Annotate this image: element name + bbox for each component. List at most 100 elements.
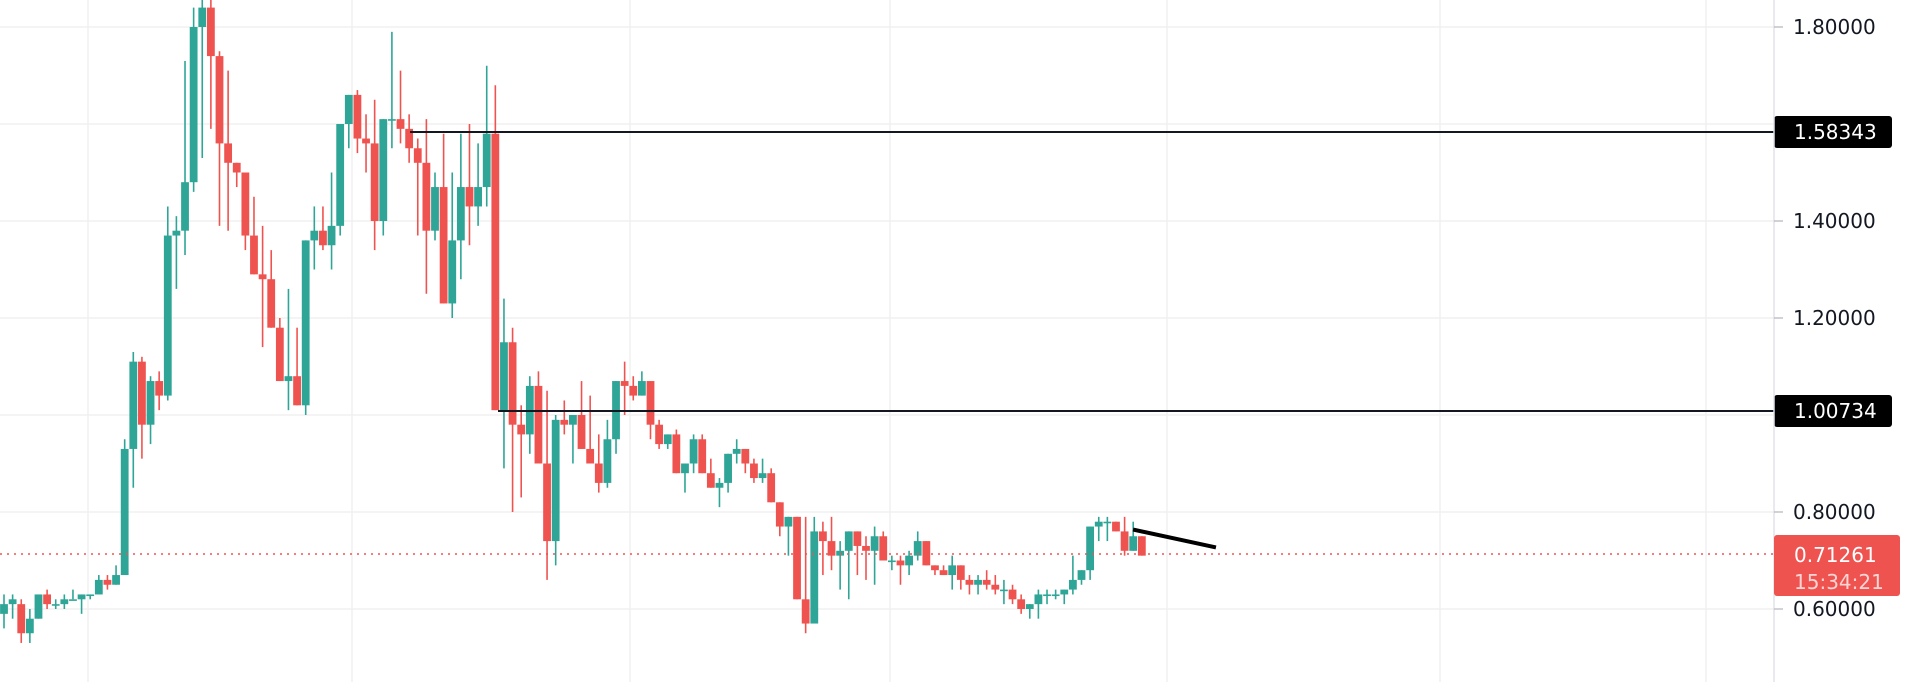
candle	[500, 298, 508, 469]
candle	[34, 594, 43, 619]
candle	[827, 516, 836, 571]
candle	[698, 434, 707, 474]
candle	[172, 216, 181, 289]
candle	[603, 419, 612, 488]
candle	[905, 550, 913, 576]
candle	[586, 395, 595, 464]
candle	[396, 70, 405, 144]
candle	[594, 434, 603, 493]
candle	[1017, 594, 1026, 614]
candle	[879, 531, 888, 561]
candle	[913, 531, 922, 561]
price-tick-label: 1.80000	[1793, 15, 1876, 39]
candle	[819, 521, 827, 576]
candle	[801, 516, 810, 634]
bar-countdown: 15:34:21	[1794, 570, 1884, 594]
candle	[25, 609, 34, 643]
horizontal-levels[interactable]: 1.58343 1.00734	[410, 116, 1892, 427]
candle	[267, 250, 276, 328]
candle	[146, 376, 155, 445]
candle	[138, 356, 146, 459]
candle	[155, 371, 164, 411]
candle	[405, 114, 414, 163]
candle	[1086, 526, 1095, 580]
candle	[198, 0, 207, 158]
candle	[1043, 589, 1051, 605]
candle	[1034, 589, 1043, 619]
candle	[793, 516, 801, 600]
candle	[1120, 516, 1129, 556]
candle	[508, 327, 517, 512]
candle	[1103, 516, 1112, 542]
candle	[1112, 521, 1120, 532]
candle	[181, 60, 189, 255]
level-line[interactable]: 1.00734	[498, 395, 1892, 427]
candle	[629, 376, 638, 401]
candle	[258, 225, 267, 348]
candle	[491, 85, 500, 411]
candle	[577, 381, 586, 449]
price-tick-label: 0.60000	[1793, 597, 1876, 621]
candle	[862, 536, 870, 580]
candle	[1025, 604, 1034, 619]
candle	[86, 594, 95, 600]
candle	[637, 371, 646, 396]
candle	[853, 531, 862, 576]
candle	[327, 172, 336, 270]
candle	[112, 565, 120, 585]
candle	[51, 599, 60, 609]
candle	[336, 124, 345, 236]
candle	[388, 31, 396, 149]
candle	[750, 458, 758, 483]
candle	[681, 463, 689, 493]
candle	[1051, 589, 1060, 600]
candles	[0, 0, 1146, 643]
candle	[17, 599, 26, 643]
trendline[interactable]	[1132, 527, 1217, 550]
price-axis[interactable]: 1.800001.400001.200000.800000.600000.712…	[1773, 0, 1900, 682]
candle	[379, 119, 388, 236]
candle	[741, 448, 750, 474]
level-line[interactable]: 1.58343	[410, 116, 1892, 148]
candle	[120, 439, 129, 576]
candle	[732, 439, 741, 464]
candle	[69, 589, 77, 601]
candle	[517, 405, 526, 498]
candle	[43, 589, 51, 609]
candle	[241, 172, 250, 251]
candle	[551, 415, 560, 566]
candle	[974, 575, 982, 595]
candle	[448, 172, 457, 318]
candle	[991, 575, 1000, 595]
candle	[224, 70, 233, 231]
candle	[0, 594, 8, 629]
candle	[8, 594, 17, 619]
candle	[775, 502, 784, 537]
candle	[1060, 589, 1069, 605]
candle	[569, 415, 577, 464]
candle	[887, 555, 896, 571]
candle	[60, 594, 69, 609]
level-label	[1774, 395, 1892, 427]
candle	[1068, 555, 1077, 595]
candle	[612, 381, 620, 454]
candle	[1129, 521, 1138, 551]
vertical-grid	[87, 0, 1707, 682]
candle	[663, 434, 672, 449]
candle	[77, 594, 86, 614]
candle	[724, 453, 732, 493]
candle	[956, 565, 965, 590]
candle	[163, 206, 172, 401]
candle	[293, 327, 301, 406]
candle	[129, 351, 138, 488]
candle	[215, 51, 224, 226]
candle	[560, 400, 569, 435]
candle	[655, 419, 664, 449]
price-tick-label: 1.40000	[1793, 209, 1876, 233]
candle	[370, 99, 379, 251]
candle	[482, 65, 491, 207]
candle	[715, 478, 724, 508]
candle	[353, 90, 362, 154]
candle	[465, 124, 474, 246]
